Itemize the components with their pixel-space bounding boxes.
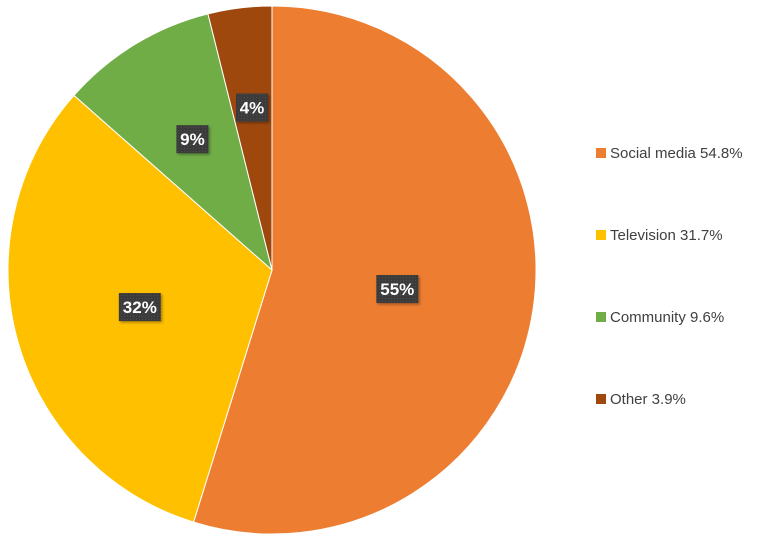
data-label-social-media: 55%: [376, 275, 419, 304]
data-label-box: [118, 293, 161, 322]
legend-label: Community 9.6%: [610, 309, 724, 326]
pie-slice-community: [73, 13, 273, 272]
pie-slice-social-media: [192, 5, 537, 535]
data-label-text: 4%: [240, 99, 265, 118]
data-label-box: [176, 125, 209, 154]
legend-item-other: Other 3.9%: [596, 391, 686, 408]
data-labels: 55% 32% 9% 4%: [118, 93, 419, 322]
legend-label: Other 3.9%: [610, 391, 686, 408]
pie-slice-other: [207, 5, 273, 271]
legend-swatch: [596, 312, 606, 322]
legend-item-social-media: Social media 54.8%: [596, 145, 743, 162]
legend-swatch: [596, 148, 606, 158]
legend-item-community: Community 9.6%: [596, 309, 724, 326]
data-label-box: [235, 93, 268, 122]
data-label-television: 32%: [118, 293, 161, 322]
data-label-text: 32%: [123, 298, 157, 317]
legend-swatch: [596, 230, 606, 240]
data-label-text: 55%: [380, 280, 414, 299]
legend: Social media 54.8% Television 31.7% Commun…: [596, 145, 743, 408]
legend-label: Social media 54.8%: [610, 145, 743, 162]
data-label-box: [376, 275, 419, 304]
data-label-community: 9%: [176, 125, 209, 154]
legend-swatch: [596, 394, 606, 404]
legend-label: Television 31.7%: [610, 227, 723, 244]
data-label-other: 4%: [235, 93, 268, 122]
data-label-text: 9%: [180, 130, 205, 149]
legend-item-television: Television 31.7%: [596, 227, 723, 244]
pie-slices: [7, 5, 537, 535]
